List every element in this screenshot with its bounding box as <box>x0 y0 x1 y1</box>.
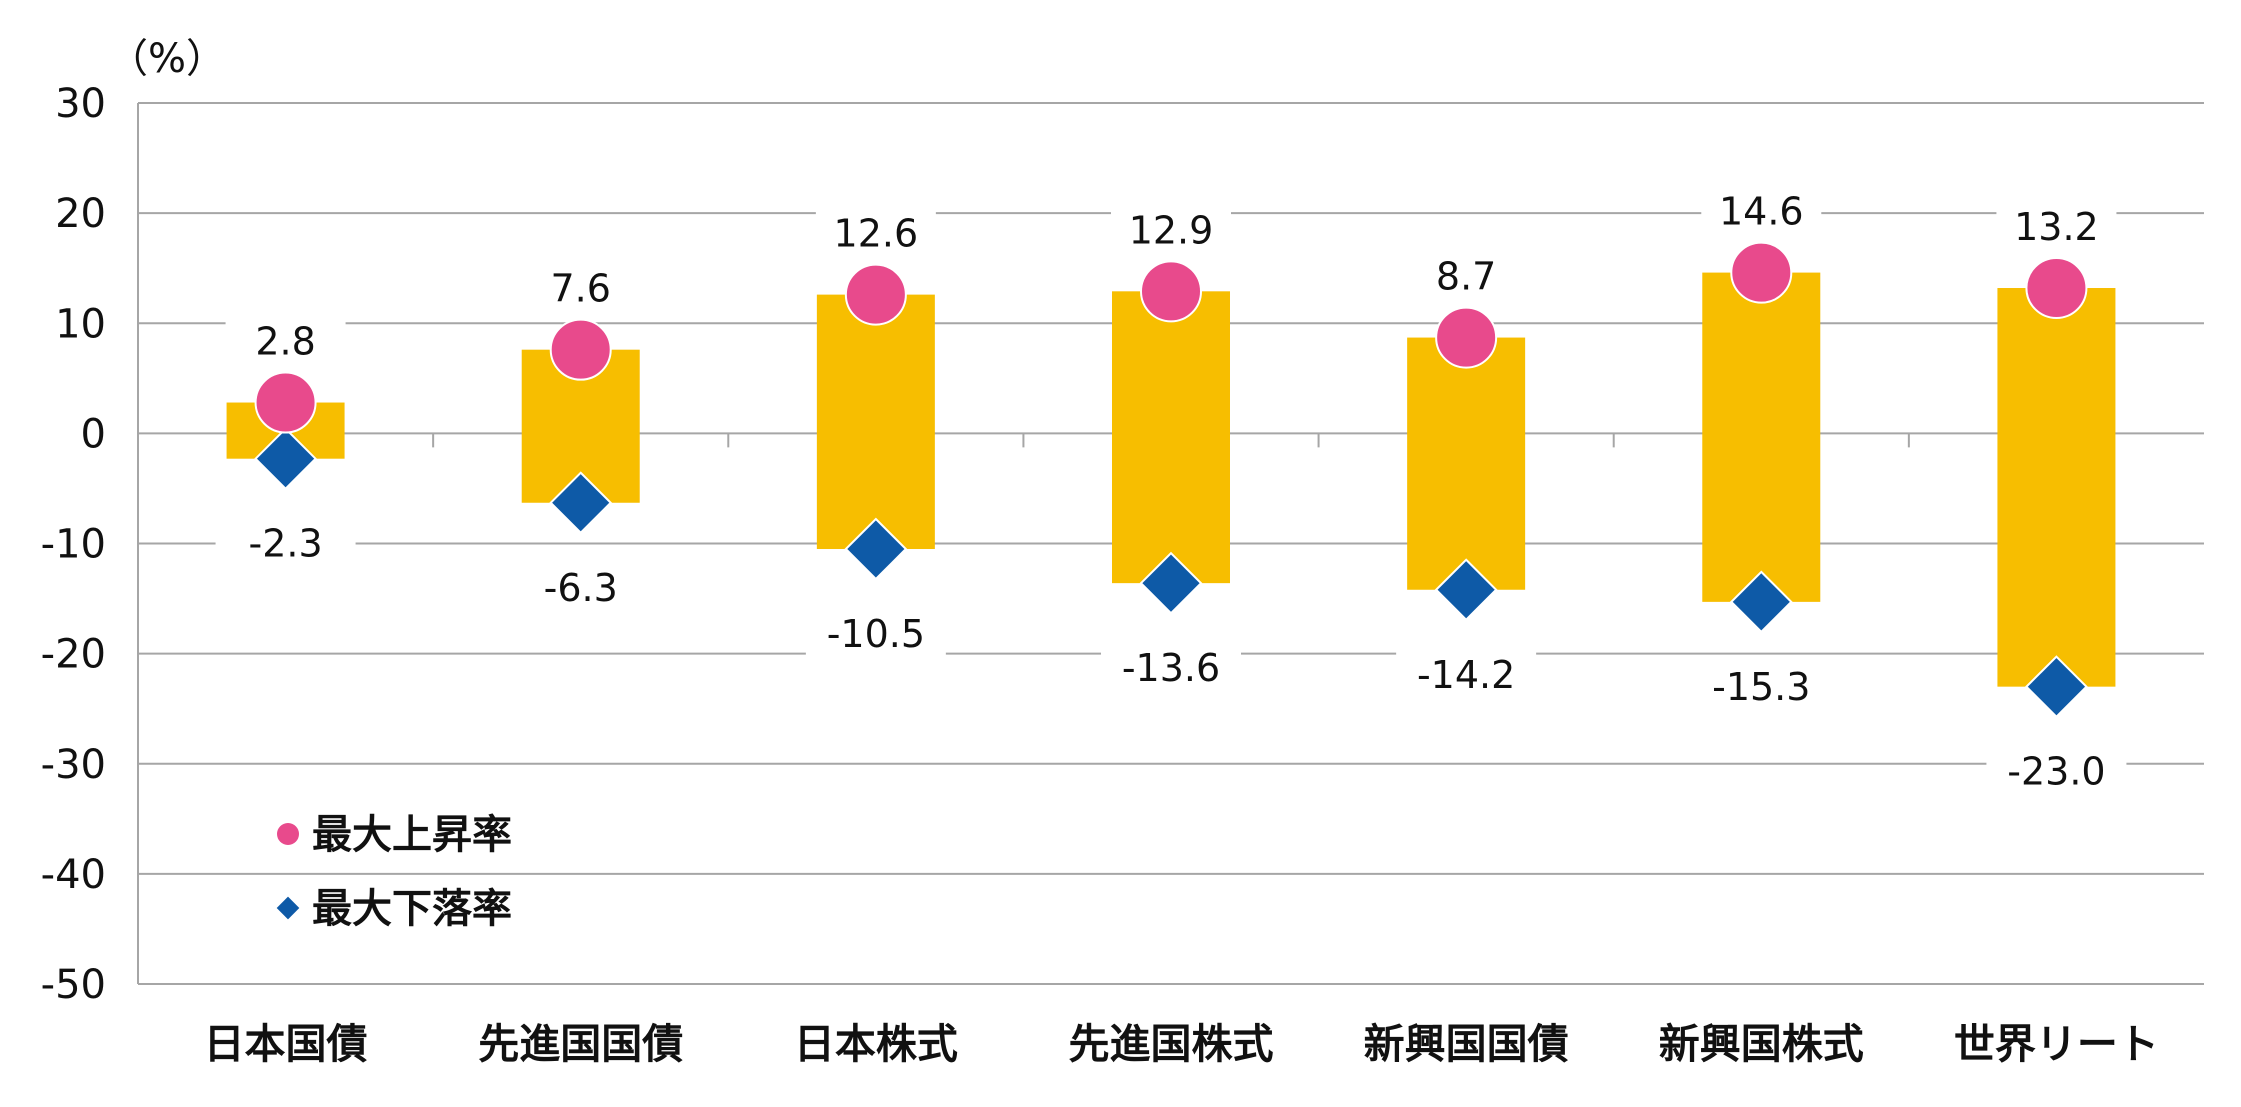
max-label-bg <box>815 210 936 257</box>
min-marker <box>2025 655 2088 719</box>
min-value-label: -13.6 <box>1122 646 1220 690</box>
range-bars <box>226 272 2116 687</box>
max-marker <box>549 318 612 381</box>
legend-min-marker <box>276 896 300 920</box>
unit-label: （%） <box>108 36 226 82</box>
y-tick-label: -20 <box>41 632 106 678</box>
max-label-bg <box>520 265 641 312</box>
x-axis-categories: 日本国債 先進国国債 日本株式 先進国株式 新興国国債 新興国株式 世界リート <box>204 1020 2159 1068</box>
max-value-label: 13.2 <box>2014 205 2099 249</box>
y-tick-label: -10 <box>41 522 106 568</box>
max-label-bg <box>1701 188 1822 235</box>
max-value-label: 12.9 <box>1129 208 1214 252</box>
category-label: 先進国国債 <box>478 1020 683 1068</box>
y-tick-label: 30 <box>55 81 106 127</box>
max-marker <box>1435 306 1498 369</box>
max-value-label: 2.8 <box>255 320 315 364</box>
min-marker <box>254 427 317 491</box>
min-label-bg <box>1691 663 1832 710</box>
y-tick-label: 0 <box>81 411 106 457</box>
min-label-bg <box>510 564 651 611</box>
max-marker <box>1730 241 1793 304</box>
y-tick-label: 10 <box>55 301 106 347</box>
max-label-bg <box>1996 204 2117 251</box>
y-tick-label: -40 <box>41 852 106 898</box>
min-marker <box>1729 570 1793 634</box>
min-label-bg <box>1101 645 1241 692</box>
max-marker <box>844 263 907 326</box>
max-marker <box>2025 257 2088 320</box>
min-value-label: -15.3 <box>1712 665 1810 709</box>
min-marker <box>1139 551 1203 615</box>
range-bar <box>816 294 935 550</box>
min-label-bg <box>1396 651 1537 698</box>
range-bar <box>1407 337 1526 590</box>
legend-min-label: 最大下落率 <box>312 886 512 932</box>
markers <box>254 241 2088 719</box>
max-marker <box>254 371 317 434</box>
category-label: 日本株式 <box>794 1020 958 1068</box>
category-label: 日本国債 <box>204 1020 368 1068</box>
data-labels: 2.8 -2.3 7.6 -6.3 12.6 -10.5 12.9 -13.6 8.7 -14.2… <box>215 188 2127 795</box>
range-bar <box>1997 288 2116 687</box>
legend-max-label: 最大上昇率 <box>312 812 512 858</box>
y-tick-label: 20 <box>55 191 106 237</box>
max-label-bg <box>1111 207 1231 254</box>
min-value-label: -10.5 <box>827 612 925 656</box>
y-tick-label: -50 <box>41 962 106 1008</box>
max-marker <box>1140 260 1202 323</box>
min-value-label: -2.3 <box>248 522 322 566</box>
max-value-label: 8.7 <box>1436 255 1496 299</box>
max-label-bg <box>1406 253 1527 300</box>
min-marker <box>549 471 613 535</box>
max-label-bg <box>225 318 346 365</box>
max-value-label: 14.6 <box>1719 190 1804 234</box>
min-value-label: -6.3 <box>544 566 618 610</box>
category-label: 世界リート <box>1954 1020 2159 1068</box>
min-value-label: -14.2 <box>1417 653 1515 697</box>
category-label: 先進国株式 <box>1069 1020 1274 1068</box>
range-bar <box>1702 272 1821 602</box>
legend-max-marker <box>277 823 299 845</box>
category-label: 新興国株式 <box>1659 1020 1864 1068</box>
legend: 最大上昇率 最大下落率 <box>276 812 512 932</box>
y-axis-ticks: 30 20 10 0 -10 -20 -30 -40 -50 <box>41 81 106 1008</box>
range-bar <box>1112 291 1230 584</box>
max-value-label: 12.6 <box>834 212 919 256</box>
max-value-label: 7.6 <box>550 267 610 311</box>
min-label-bg <box>1986 748 2127 795</box>
category-label: 新興国国債 <box>1364 1020 1569 1068</box>
min-value-label: -23.0 <box>2007 750 2105 794</box>
min-label-bg <box>215 520 356 567</box>
min-marker <box>1434 558 1498 622</box>
min-label-bg <box>805 611 946 658</box>
y-tick-label: -30 <box>41 742 106 788</box>
min-marker <box>844 517 908 581</box>
